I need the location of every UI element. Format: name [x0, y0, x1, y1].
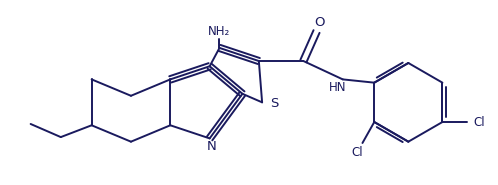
Text: O: O: [315, 16, 325, 29]
Text: HN: HN: [329, 81, 346, 94]
Text: Cl: Cl: [473, 115, 485, 129]
Text: Cl: Cl: [352, 146, 363, 159]
Text: NH₂: NH₂: [208, 25, 231, 38]
Text: S: S: [270, 97, 278, 110]
Text: N: N: [207, 140, 217, 153]
